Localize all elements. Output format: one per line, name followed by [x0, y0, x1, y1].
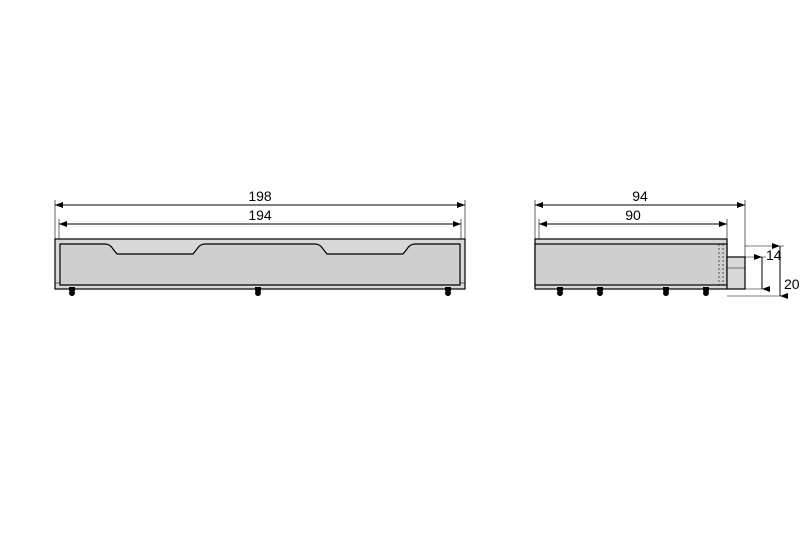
front-view: 198 194	[55, 188, 465, 296]
dim-14: 14	[766, 247, 782, 263]
dim-20: 20	[784, 276, 800, 292]
dim-198: 198	[248, 188, 272, 204]
drawing-canvas: 198 194 94 90	[0, 0, 800, 533]
dim-194: 194	[248, 207, 272, 223]
dim-90: 90	[625, 207, 641, 223]
dim-94: 94	[632, 188, 648, 204]
side-view: 94 90 14 20	[535, 188, 800, 296]
